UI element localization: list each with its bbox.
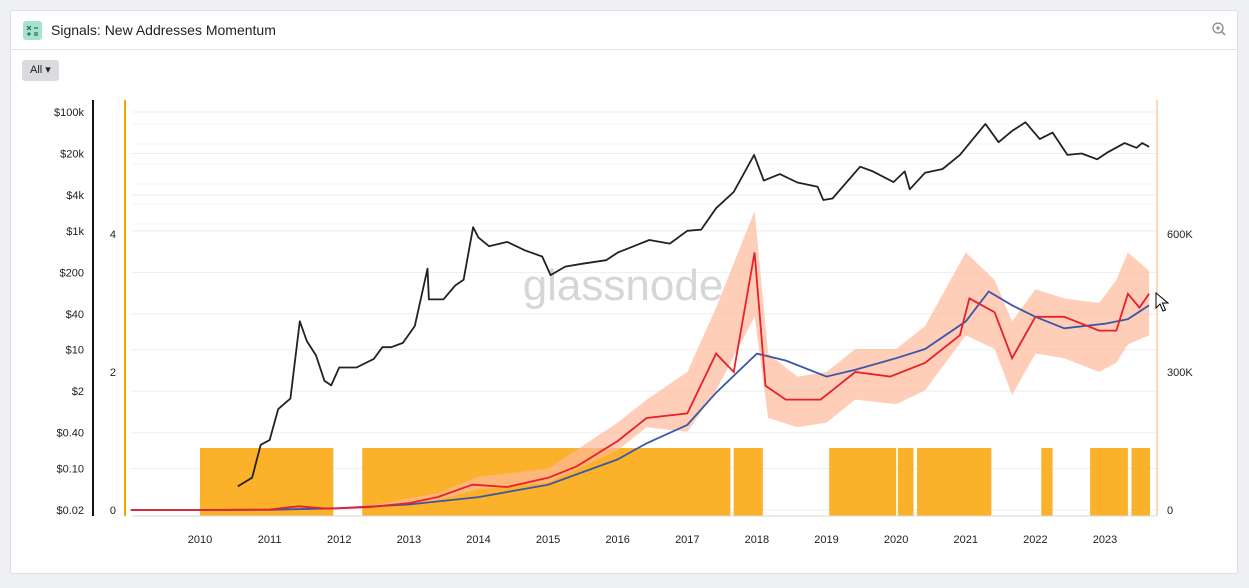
price-tick-label: $4k xyxy=(66,190,84,202)
axes: $0.02 $0.10 $0.40 $2 $10 $40 $200 $1k $4k $20k $10… xyxy=(54,100,1193,546)
long-ma-series xyxy=(130,290,1150,511)
zoom-in-icon[interactable] xyxy=(1211,21,1227,37)
signal-tick-label: 4 xyxy=(110,229,116,241)
price-tick-label: $10 xyxy=(66,345,84,357)
signal-period xyxy=(733,448,763,516)
signal-tick-label: 2 xyxy=(110,367,116,379)
x-tick-label: 2011 xyxy=(258,534,282,546)
price-series xyxy=(237,121,1150,488)
signal-period xyxy=(1041,448,1053,516)
x-tick-label: 2010 xyxy=(188,534,212,546)
price-tick-label: $40 xyxy=(66,309,84,321)
raw-addresses-band xyxy=(368,211,1150,508)
short-ma-series xyxy=(130,252,1150,511)
addresses-tick-label: 600K xyxy=(1167,229,1193,241)
signal-period xyxy=(897,448,914,516)
price-tick-label: $0.10 xyxy=(56,463,84,475)
signal-period xyxy=(917,448,992,516)
price-tick-label: $200 xyxy=(60,267,84,279)
signal-period xyxy=(1131,448,1151,516)
signal-period xyxy=(1090,448,1128,516)
price-tick-label: $100k xyxy=(54,107,84,119)
x-tick-label: 2013 xyxy=(397,534,421,546)
x-tick-label: 2014 xyxy=(466,534,490,546)
raw-addresses-area xyxy=(368,211,1150,508)
price-tick-label: $1k xyxy=(66,226,84,238)
chart-title: Signals: New Addresses Momentum xyxy=(51,22,276,38)
signal-period xyxy=(200,448,334,516)
x-tick-label: 2021 xyxy=(954,534,978,546)
signal-periods xyxy=(200,448,1151,516)
price-tick-label: $20k xyxy=(60,149,84,161)
x-tick-label: 2020 xyxy=(884,534,908,546)
signal-tick-label: 0 xyxy=(110,505,116,517)
x-tick-label: 2022 xyxy=(1023,534,1047,546)
price-line xyxy=(237,121,1150,488)
x-tick-label: 2016 xyxy=(605,534,629,546)
signals-icon xyxy=(23,21,42,40)
card-header: Signals: New Addresses Momentum xyxy=(11,11,1237,50)
watermark: glassnode xyxy=(523,261,724,310)
addresses-tick-label: 0 xyxy=(1167,505,1173,517)
x-tick-label: 2015 xyxy=(536,534,560,546)
x-tick-label: 2023 xyxy=(1093,534,1117,546)
signal-period xyxy=(829,448,897,516)
price-tick-label: $0.40 xyxy=(56,428,84,440)
price-tick-label: $0.02 xyxy=(56,505,84,517)
short-ma-line xyxy=(130,252,1150,511)
addresses-tick-label: 300K xyxy=(1167,367,1193,379)
price-tick-label: $2 xyxy=(72,386,84,398)
long-ma-line xyxy=(130,290,1150,511)
x-tick-label: 2018 xyxy=(745,534,769,546)
x-tick-label: 2017 xyxy=(675,534,699,546)
range-select-button[interactable]: All ▾ xyxy=(22,60,59,81)
x-tick-label: 2019 xyxy=(814,534,838,546)
x-tick-label: 2012 xyxy=(327,534,351,546)
mouse-cursor-icon xyxy=(1155,291,1170,317)
